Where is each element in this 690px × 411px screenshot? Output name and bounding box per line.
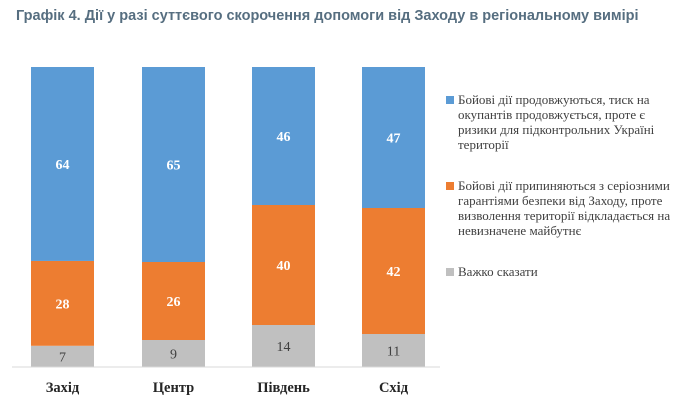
bar-series-3-3 <box>252 325 315 367</box>
bar-series-2-1 <box>31 260 94 346</box>
legend-label-2: Бойові дії припиняються з серіозними гар… <box>458 178 671 238</box>
bar-series-2-4 <box>362 208 425 334</box>
category-label-1: Захід <box>46 380 80 396</box>
bar-series-1-1 <box>31 67 94 261</box>
data-label-series-1-3: 46 <box>277 130 291 145</box>
bar-series-3-1 <box>31 345 94 367</box>
data-label-series-1-4: 47 <box>387 132 401 147</box>
legend-item-1: Бойові дії продовжуються, тиск на окупан… <box>446 92 682 152</box>
bar-series-1-3 <box>252 67 315 205</box>
bar-series-3-4 <box>362 334 425 367</box>
category-label-3: Південь <box>257 380 310 396</box>
data-label-series-2-4: 42 <box>387 265 401 280</box>
data-label-series-1-2: 65 <box>167 159 181 174</box>
data-label-series-2-1: 28 <box>56 297 70 312</box>
bar-series-3-2 <box>142 340 205 367</box>
category-label-2: Центр <box>153 380 194 396</box>
bar-series-1-2 <box>142 67 205 262</box>
data-label-series-2-2: 26 <box>167 295 181 310</box>
legend-swatch-3 <box>446 268 454 276</box>
data-label-series-2-3: 40 <box>277 259 291 274</box>
data-label-series-3-3: 14 <box>277 340 291 355</box>
bar-series-2-2 <box>142 262 205 340</box>
category-label-4: Схід <box>379 380 409 396</box>
legend-swatch-1 <box>446 96 454 104</box>
bar-series-1-4 <box>362 67 425 208</box>
bar-series-2-3 <box>252 205 315 325</box>
legend-label-1: Бойові дії продовжуються, тиск на окупан… <box>458 92 655 152</box>
stacked-bar-chart: 7 28 64 Захід 9 26 65 Центр 14 40 46 Південь 11 42 47 С… <box>12 67 440 396</box>
legend-item-2: Бойові дії припиняються з серіозними гар… <box>446 178 682 238</box>
data-label-series-3-4: 11 <box>387 345 400 360</box>
data-label-series-3-2: 9 <box>170 348 177 363</box>
legend-item-3: Важко сказати <box>446 264 682 279</box>
chart-title: Графік 4. Дії у разі суттєвого скороченн… <box>16 8 639 24</box>
data-label-series-1-1: 64 <box>56 158 70 173</box>
data-label-series-3-1: 7 <box>59 350 66 365</box>
legend: Бойові дії продовжуються, тиск на окупан… <box>446 92 682 305</box>
legend-label-3: Важко сказати <box>458 264 538 279</box>
legend-swatch-2 <box>446 182 454 190</box>
